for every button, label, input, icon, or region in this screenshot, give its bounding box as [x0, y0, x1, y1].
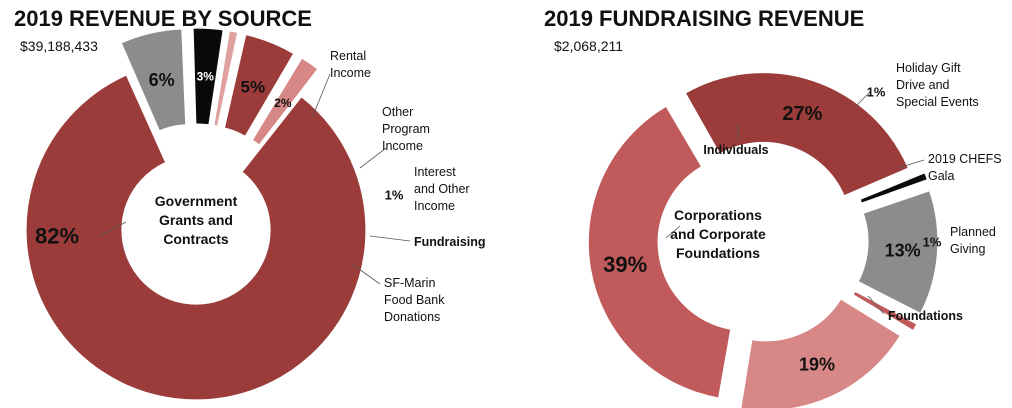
slice-fundraising-wedge	[223, 33, 295, 138]
slice-rental-income-wedge	[120, 28, 187, 132]
slice-interest-and-other-income-pct-label: 1%	[385, 188, 404, 203]
slice-corporations-and-corporate-foundations	[587, 105, 732, 399]
slice-sf-marin-food-bank-donations-leader-line	[351, 263, 381, 285]
slice-foundations	[740, 298, 902, 408]
revenue-by-source-donut: 82% 6% Rental Income 3% Other Program Income 1% I…	[25, 27, 486, 401]
slice-sf-marin-food-bank-donations-pct-label: 2%	[274, 96, 292, 110]
slice-fundraising	[223, 33, 295, 138]
slice-holiday-gift-drive-and-special-events-callout: Holiday Gift Drive and Special Events	[896, 61, 979, 109]
slice-government-grants-and-contracts-wedge	[25, 74, 367, 401]
slice-rental-income-callout: Rental Income	[330, 49, 371, 80]
slice-2019-chefs-gala-wedge	[857, 189, 939, 315]
slice-individuals-pct-label: 27%	[782, 103, 822, 125]
slice-government-grants-and-contracts	[25, 74, 367, 401]
slice-holiday-gift-drive-and-special-events-pct-label: 1%	[867, 85, 886, 100]
slice-sf-marin-food-bank-donations-wedge	[251, 57, 319, 146]
slice-foundations-leader-line	[867, 295, 885, 315]
slice-other-program-income-pct-label: 3%	[197, 69, 215, 83]
slice-interest-and-other-income-callout: Interest and Other Income	[414, 165, 470, 213]
slice-planned-giving-wedge	[852, 290, 918, 332]
slice-rental-income	[120, 28, 187, 132]
chart-title: 2019 FUNDRAISING REVENUE	[544, 6, 865, 31]
slice-government-grants-and-contracts-pct-label: 82%	[35, 224, 79, 249]
chart-total: $2,068,211	[554, 38, 624, 54]
slice-holiday-gift-drive-and-special-events-leader-line	[855, 91, 871, 107]
slice-fundraising-callout: Fundraising	[414, 235, 486, 249]
slice-2019-chefs-gala-leader-line	[897, 159, 925, 169]
slice-other-program-income-wedge	[192, 27, 224, 126]
slice-individuals-callout: Individuals	[703, 143, 768, 157]
slice-fundraising-leader-line	[369, 235, 411, 242]
slice-individuals-wedge	[684, 71, 910, 197]
slice-interest-and-other-income-wedge	[213, 30, 239, 127]
center-leader-line	[665, 225, 681, 239]
slice-sf-marin-food-bank-donations-callout: SF-Marin Food Bank Donations	[384, 276, 445, 324]
slice-planned-giving-pct-label: 1%	[923, 235, 942, 250]
slice-fundraising-pct-label: 5%	[240, 77, 265, 96]
fundraising-revenue-panel: 2019 FUNDRAISING REVENUE $2,068,211 27% I…	[506, 0, 1012, 408]
slice-holiday-gift-drive-and-special-events-wedge	[859, 171, 929, 205]
slice-other-program-income-leader-line	[359, 147, 387, 169]
chart-title: 2019 REVENUE BY SOURCE	[14, 6, 312, 31]
slice-2019-chefs-gala-pct-label: 13%	[885, 240, 921, 260]
slice-rental-income-pct-label: 6%	[149, 70, 175, 90]
slice-other-program-income	[192, 27, 224, 126]
slice-rental-income-leader-line	[311, 73, 331, 119]
center-label: Government Grants and Contracts	[155, 193, 238, 247]
slice-corporations-and-corporate-foundations-pct-label: 39%	[603, 252, 647, 277]
slice-individuals	[684, 71, 910, 197]
slice-planned-giving	[852, 290, 918, 332]
slice-holiday-gift-drive-and-special-events	[859, 171, 929, 205]
slice-foundations-callout: Foundations	[888, 309, 963, 323]
revenue-by-source-panel: 2019 REVENUE BY SOURCE $39,188,433 82% 6%…	[14, 6, 486, 401]
slice-corporations-and-corporate-foundations-wedge	[587, 105, 732, 399]
slice-interest-and-other-income	[213, 30, 239, 127]
center-label: Corporations and Corporate Foundations	[670, 207, 766, 261]
slice-foundations-pct-label: 19%	[799, 355, 835, 375]
slice-2019-chefs-gala-callout: 2019 CHEFS Gala	[928, 152, 1002, 183]
slice-sf-marin-food-bank-donations	[251, 57, 319, 146]
slice-2019-chefs-gala	[857, 189, 939, 315]
chart-total: $39,188,433	[20, 38, 98, 54]
fundraising-revenue-donut: 27% Individuals 1% Holiday Gift Drive and Spe…	[587, 61, 1002, 408]
slice-planned-giving-callout: Planned Giving	[950, 225, 996, 256]
slice-foundations-wedge	[740, 298, 902, 408]
center-leader-line	[99, 221, 127, 237]
slice-other-program-income-callout: Other Program Income	[382, 105, 430, 153]
